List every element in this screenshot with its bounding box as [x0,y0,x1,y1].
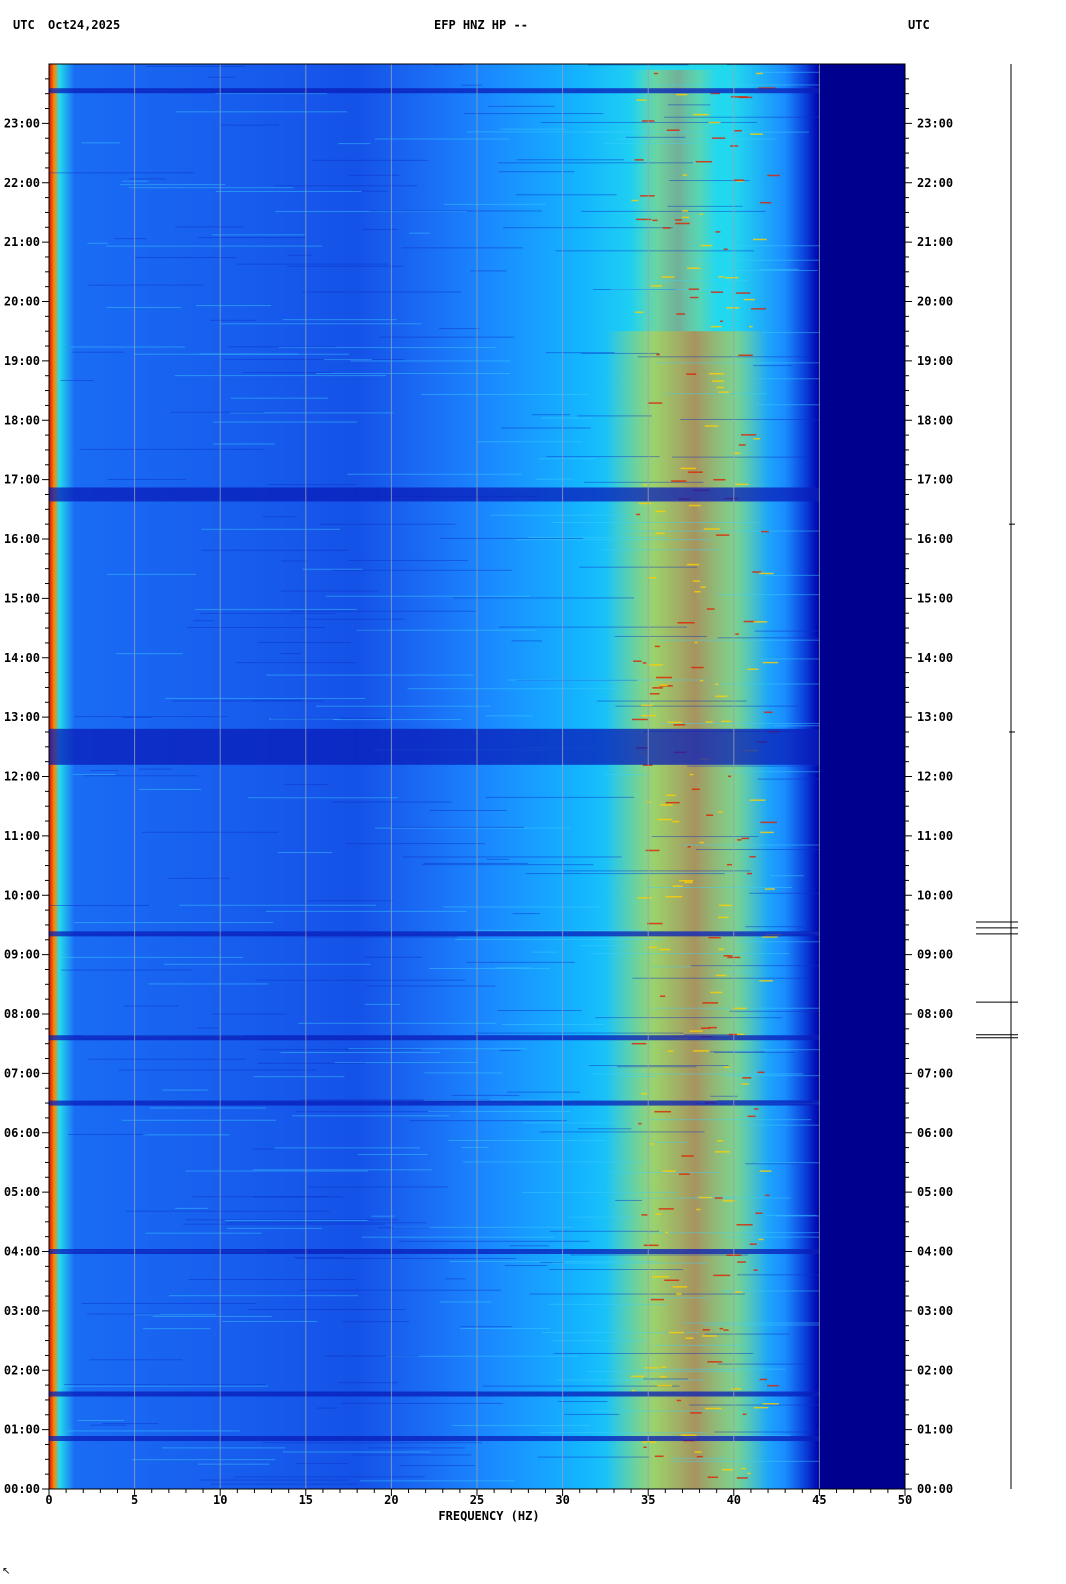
y-tick-label-right: 15:00 [917,591,953,605]
y-tick-label-right: 01:00 [917,1423,953,1437]
y-tick-label-right: 07:00 [917,1066,953,1080]
header-station: EFP HNZ HP -- [434,18,528,32]
header-timezone-left: UTC [13,18,35,32]
x-tick-label: 35 [641,1493,655,1507]
y-tick-label-right: 13:00 [917,710,953,724]
y-tick-label-left: 00:00 [4,1482,40,1496]
y-tick-label-right: 09:00 [917,948,953,962]
y-tick-label-left: 22:00 [4,176,40,190]
x-tick-label: 5 [131,1493,138,1507]
y-tick-label-right: 20:00 [917,295,953,309]
y-tick-label-left: 16:00 [4,532,40,546]
y-tick-label-right: 23:00 [917,116,953,130]
footer-mark: ↖ [2,1566,11,1577]
y-tick-label-right: 08:00 [917,1007,953,1021]
y-tick-label-right: 04:00 [917,1245,953,1259]
y-tick-label-left: 23:00 [4,116,40,130]
y-tick-label-left: 15:00 [4,591,40,605]
x-tick-label: 45 [812,1493,826,1507]
y-tick-label-left: 11:00 [4,829,40,843]
y-tick-label-left: 20:00 [4,295,40,309]
y-tick-label-left: 12:00 [4,770,40,784]
y-tick-label-left: 02:00 [4,1363,40,1377]
y-tick-label-right: 10:00 [917,888,953,902]
y-tick-label-left: 08:00 [4,1007,40,1021]
spectrogram-texture [50,64,820,1485]
y-tick-label-right: 03:00 [917,1304,953,1318]
energy-band-upper [631,69,717,332]
y-tick-label-right: 17:00 [917,473,953,487]
y-tick-label-right: 18:00 [917,413,953,427]
y-tick-label-left: 05:00 [4,1185,40,1199]
y-tick-label-left: 03:00 [4,1304,40,1318]
y-tick-label-right: 22:00 [917,176,953,190]
energy-band [605,331,769,1489]
y-tick-label-left: 17:00 [4,473,40,487]
y-tick-label-right: 06:00 [917,1126,953,1140]
x-tick-label: 50 [898,1493,912,1507]
y-tick-label-right: 02:00 [917,1363,953,1377]
x-tick-label: 25 [470,1493,484,1507]
header-timezone-right: UTC [908,18,930,32]
y-tick-label-right: 21:00 [917,235,953,249]
x-tick-label: 20 [384,1493,398,1507]
x-tick-label: 30 [555,1493,569,1507]
y-tick-label-left: 13:00 [4,710,40,724]
y-tick-label-right: 11:00 [917,829,953,843]
y-tick-label-left: 09:00 [4,948,40,962]
y-tick-label-right: 12:00 [917,770,953,784]
header-date: Oct24,2025 [48,18,121,32]
x-tick-label: 15 [299,1493,313,1507]
y-tick-label-left: 14:00 [4,651,40,665]
y-tick-label-right: 19:00 [917,354,953,368]
y-tick-label-left: 21:00 [4,235,40,249]
y-tick-label-left: 07:00 [4,1066,40,1080]
y-tick-label-right: 16:00 [917,532,953,546]
y-tick-label-left: 04:00 [4,1245,40,1259]
x-axis-label: FREQUENCY (HZ) [438,1509,539,1523]
y-tick-label-right: 14:00 [917,651,953,665]
y-tick-label-left: 10:00 [4,888,40,902]
y-tick-label-left: 18:00 [4,413,40,427]
x-tick-label: 40 [727,1493,741,1507]
y-tick-label-left: 01:00 [4,1423,40,1437]
x-tick-label: 0 [45,1493,52,1507]
y-tick-label-right: 00:00 [917,1482,953,1496]
y-tick-label-right: 05:00 [917,1185,953,1199]
x-tick-label: 10 [213,1493,227,1507]
y-tick-label-left: 06:00 [4,1126,40,1140]
y-tick-label-left: 19:00 [4,354,40,368]
cutoff-region [819,64,905,1489]
